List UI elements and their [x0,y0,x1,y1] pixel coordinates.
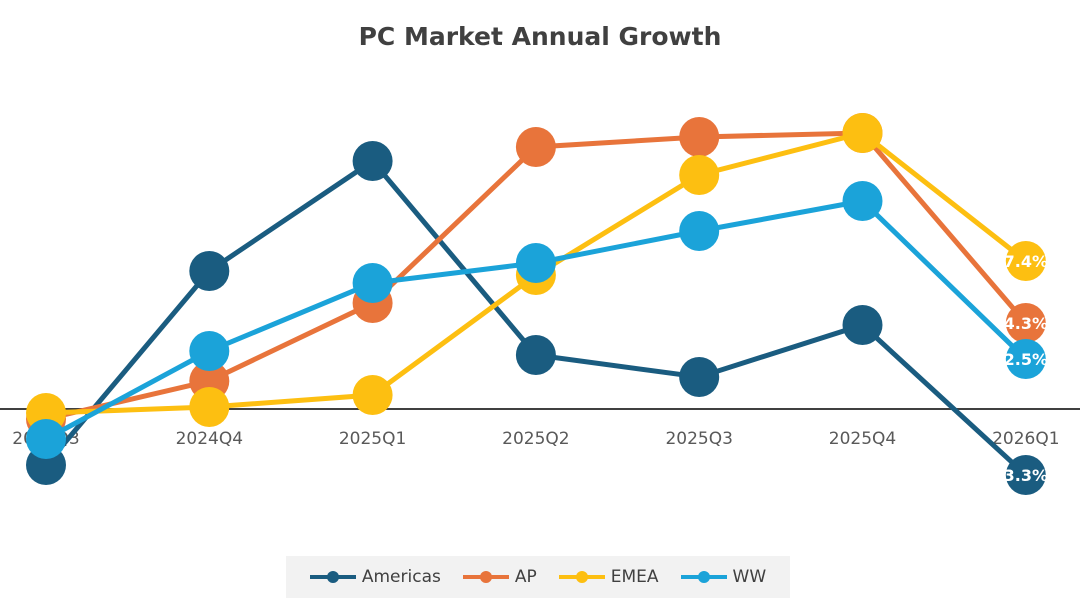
data-point [352,141,393,181]
data-label: 2.5% [1004,350,1048,369]
data-point [842,113,883,153]
data-point [515,335,556,375]
data-point [679,155,720,195]
data-point [26,419,66,459]
data-point [842,305,883,345]
data-point [679,117,720,157]
legend-item[interactable]: WW [680,567,767,587]
legend-item[interactable]: AP [462,567,537,587]
data-point [1005,241,1046,281]
data-point [1005,455,1046,495]
x-tick-label: 2024Q4 [176,429,243,449]
data-point [842,181,883,221]
data-label: 7.4% [1004,252,1048,271]
data-point [189,387,230,427]
legend-swatch [309,571,356,583]
x-tick-label: 2025Q4 [829,429,896,449]
data-point [352,263,393,303]
x-tick-label: 2025Q2 [502,429,569,449]
legend-swatch [558,571,605,583]
data-point [1005,339,1046,379]
data-point [1005,303,1046,343]
legend-label: EMEA [610,567,659,587]
legend-label: AP [514,567,537,587]
legend: Americas AP EMEA WW [286,556,790,598]
chart-title: PC Market Annual Growth [358,22,722,51]
legend-label: WW [732,567,767,587]
legend-item[interactable]: Americas [309,567,441,587]
x-tick-label: 2026Q1 [992,429,1059,449]
data-point [515,243,556,283]
x-tick-label: 2025Q3 [665,429,732,449]
legend-label: Americas [361,567,441,587]
data-point [679,357,720,397]
data-point [352,375,393,415]
data-label: 4.3% [1004,314,1048,333]
legend-swatch [462,571,509,583]
data-point [189,331,230,371]
legend-swatch [680,571,727,583]
data-point [189,251,230,291]
data-point [515,127,556,167]
data-label: 3.3% [1004,466,1048,485]
series-ww: 2.5% [26,181,1048,459]
legend-item[interactable]: EMEA [558,567,659,587]
x-tick-label: 2025Q1 [339,429,406,449]
series-americas: 3.3% [26,141,1048,495]
data-point [679,211,720,251]
